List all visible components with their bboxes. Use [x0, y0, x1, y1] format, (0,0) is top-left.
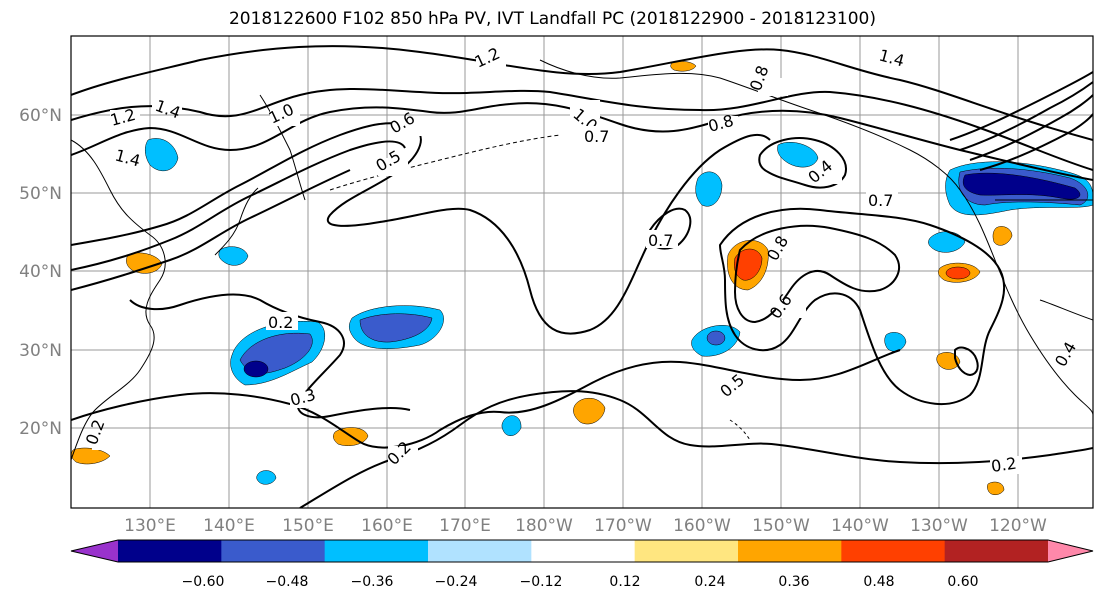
lon-label: 180°W — [515, 516, 573, 536]
contour-line — [71, 140, 406, 271]
contour-line — [979, 113, 1093, 171]
colorbar-tick-label: 0.48 — [863, 574, 894, 590]
lon-label: 120°W — [989, 516, 1047, 536]
colorbar-extend-high — [1048, 540, 1093, 562]
shade-blue-1c — [243, 360, 269, 378]
contour-line — [71, 122, 771, 335]
colorbar-tick-label: −0.12 — [520, 574, 563, 590]
lat-label: 60°N — [19, 106, 62, 126]
contour-line — [733, 224, 900, 324]
lat-label: 50°N — [19, 184, 62, 204]
shade-blue-9 — [501, 415, 522, 436]
lon-label: 160°E — [361, 516, 413, 536]
contour-line — [959, 81, 1093, 151]
contour-line — [299, 390, 1093, 508]
colorbar-segment — [221, 540, 326, 562]
lon-label: 140°W — [831, 516, 889, 536]
contour-label: 0.2 — [268, 313, 293, 332]
lon-label: 170°W — [594, 516, 652, 536]
lat-label: 40°N — [19, 262, 62, 282]
lat-label: 20°N — [19, 419, 62, 439]
colorbar-segment — [738, 540, 842, 562]
colorbar-extend-low — [71, 540, 118, 562]
shade-orange-9 — [992, 226, 1013, 246]
lon-label: 150°E — [282, 516, 334, 536]
map-title: 2018122600 F102 850 hPa PV, IVT Landfall… — [228, 9, 876, 29]
colorbar-segment — [634, 540, 739, 562]
lon-label: 130°E — [124, 516, 176, 536]
shade-blue-4 — [695, 171, 723, 207]
lat-label: 30°N — [19, 341, 62, 361]
shade-orange-8 — [670, 61, 697, 72]
contour-line — [954, 346, 979, 377]
colorbar-tick-label: −0.36 — [351, 574, 394, 590]
colorbar-segment — [944, 540, 1049, 562]
colorbar-tick-labels: −0.60 −0.48 −0.36 −0.24 −0.12 0.12 0.24 … — [182, 574, 979, 590]
shade-blue-3 — [145, 138, 179, 172]
coast-aleutians — [329, 134, 561, 191]
shade-blue-12 — [218, 246, 249, 266]
colorbar-tick-label: −0.60 — [182, 574, 225, 590]
coast-hawaii — [729, 419, 751, 441]
map-frame — [70, 35, 1094, 509]
coast-asia — [71, 139, 166, 461]
colorbar-segment — [428, 540, 532, 562]
lon-label: 150°W — [752, 516, 810, 536]
shade-orange-10 — [987, 481, 1005, 495]
coast-na-west — [959, 189, 1093, 416]
lon-label: 160°W — [673, 516, 731, 536]
contour-label: 0.7 — [584, 127, 609, 146]
contour-line — [71, 88, 1093, 171]
contour-line — [129, 293, 411, 419]
lon-axis-labels: 130°E 140°E 150°E 160°E 170°E 180°W 170°… — [124, 516, 1047, 536]
contour-labels: 1.2 1.4 1.4 1.2 1.0 1.0 0.7 0.6 0.5 0.8 … — [82, 44, 1088, 476]
contour-line — [71, 169, 351, 291]
contour-line — [758, 137, 847, 189]
lat-axis-labels: 60°N 50°N 40°N 30°N 20°N — [19, 106, 62, 439]
border-us-mexico — [1039, 299, 1093, 321]
contour-label: 0.2 — [990, 454, 1018, 476]
colorbar-segment — [841, 540, 946, 562]
shade-blue-6c — [962, 172, 1081, 200]
colorbar-segment — [324, 540, 429, 562]
colorbar-tick-label: −0.48 — [266, 574, 309, 590]
colorbar-segment — [118, 540, 222, 562]
coast-kamchatka — [259, 94, 306, 201]
lon-label: 130°W — [910, 516, 968, 536]
colorbar-tick-label: −0.24 — [435, 574, 478, 590]
shade-blue-10 — [777, 142, 819, 168]
colorbar-segment — [531, 540, 636, 562]
colorbar — [70, 539, 1094, 563]
contour-line — [71, 102, 1093, 181]
coast-japan — [214, 187, 259, 256]
colorbar-tick-label: 0.24 — [694, 574, 725, 590]
colorbar-tick-label: 0.60 — [947, 574, 978, 590]
lon-label: 170°E — [439, 516, 491, 536]
shade-blue-2b — [359, 313, 433, 343]
ivt-shading — [71, 61, 1093, 495]
contour-line — [71, 45, 1093, 141]
colorbar-tick-label: 0.12 — [609, 574, 640, 590]
shade-orange-2 — [573, 398, 606, 425]
lon-label: 140°E — [203, 516, 255, 536]
contour-label: 0.7 — [868, 191, 893, 210]
contour-label: 0.7 — [648, 231, 673, 250]
shade-orange-4b — [945, 266, 971, 280]
colorbar-tick-label: 0.36 — [778, 574, 809, 590]
contour-line — [718, 207, 1006, 406]
shade-blue-5b — [706, 330, 726, 346]
contour-line — [969, 94, 1093, 161]
colorbar-outline — [70, 539, 1094, 563]
contour-line — [949, 71, 1093, 141]
shade-orange-6 — [126, 252, 163, 274]
shade-blue-11 — [256, 470, 277, 485]
pv-contours — [71, 45, 1093, 508]
